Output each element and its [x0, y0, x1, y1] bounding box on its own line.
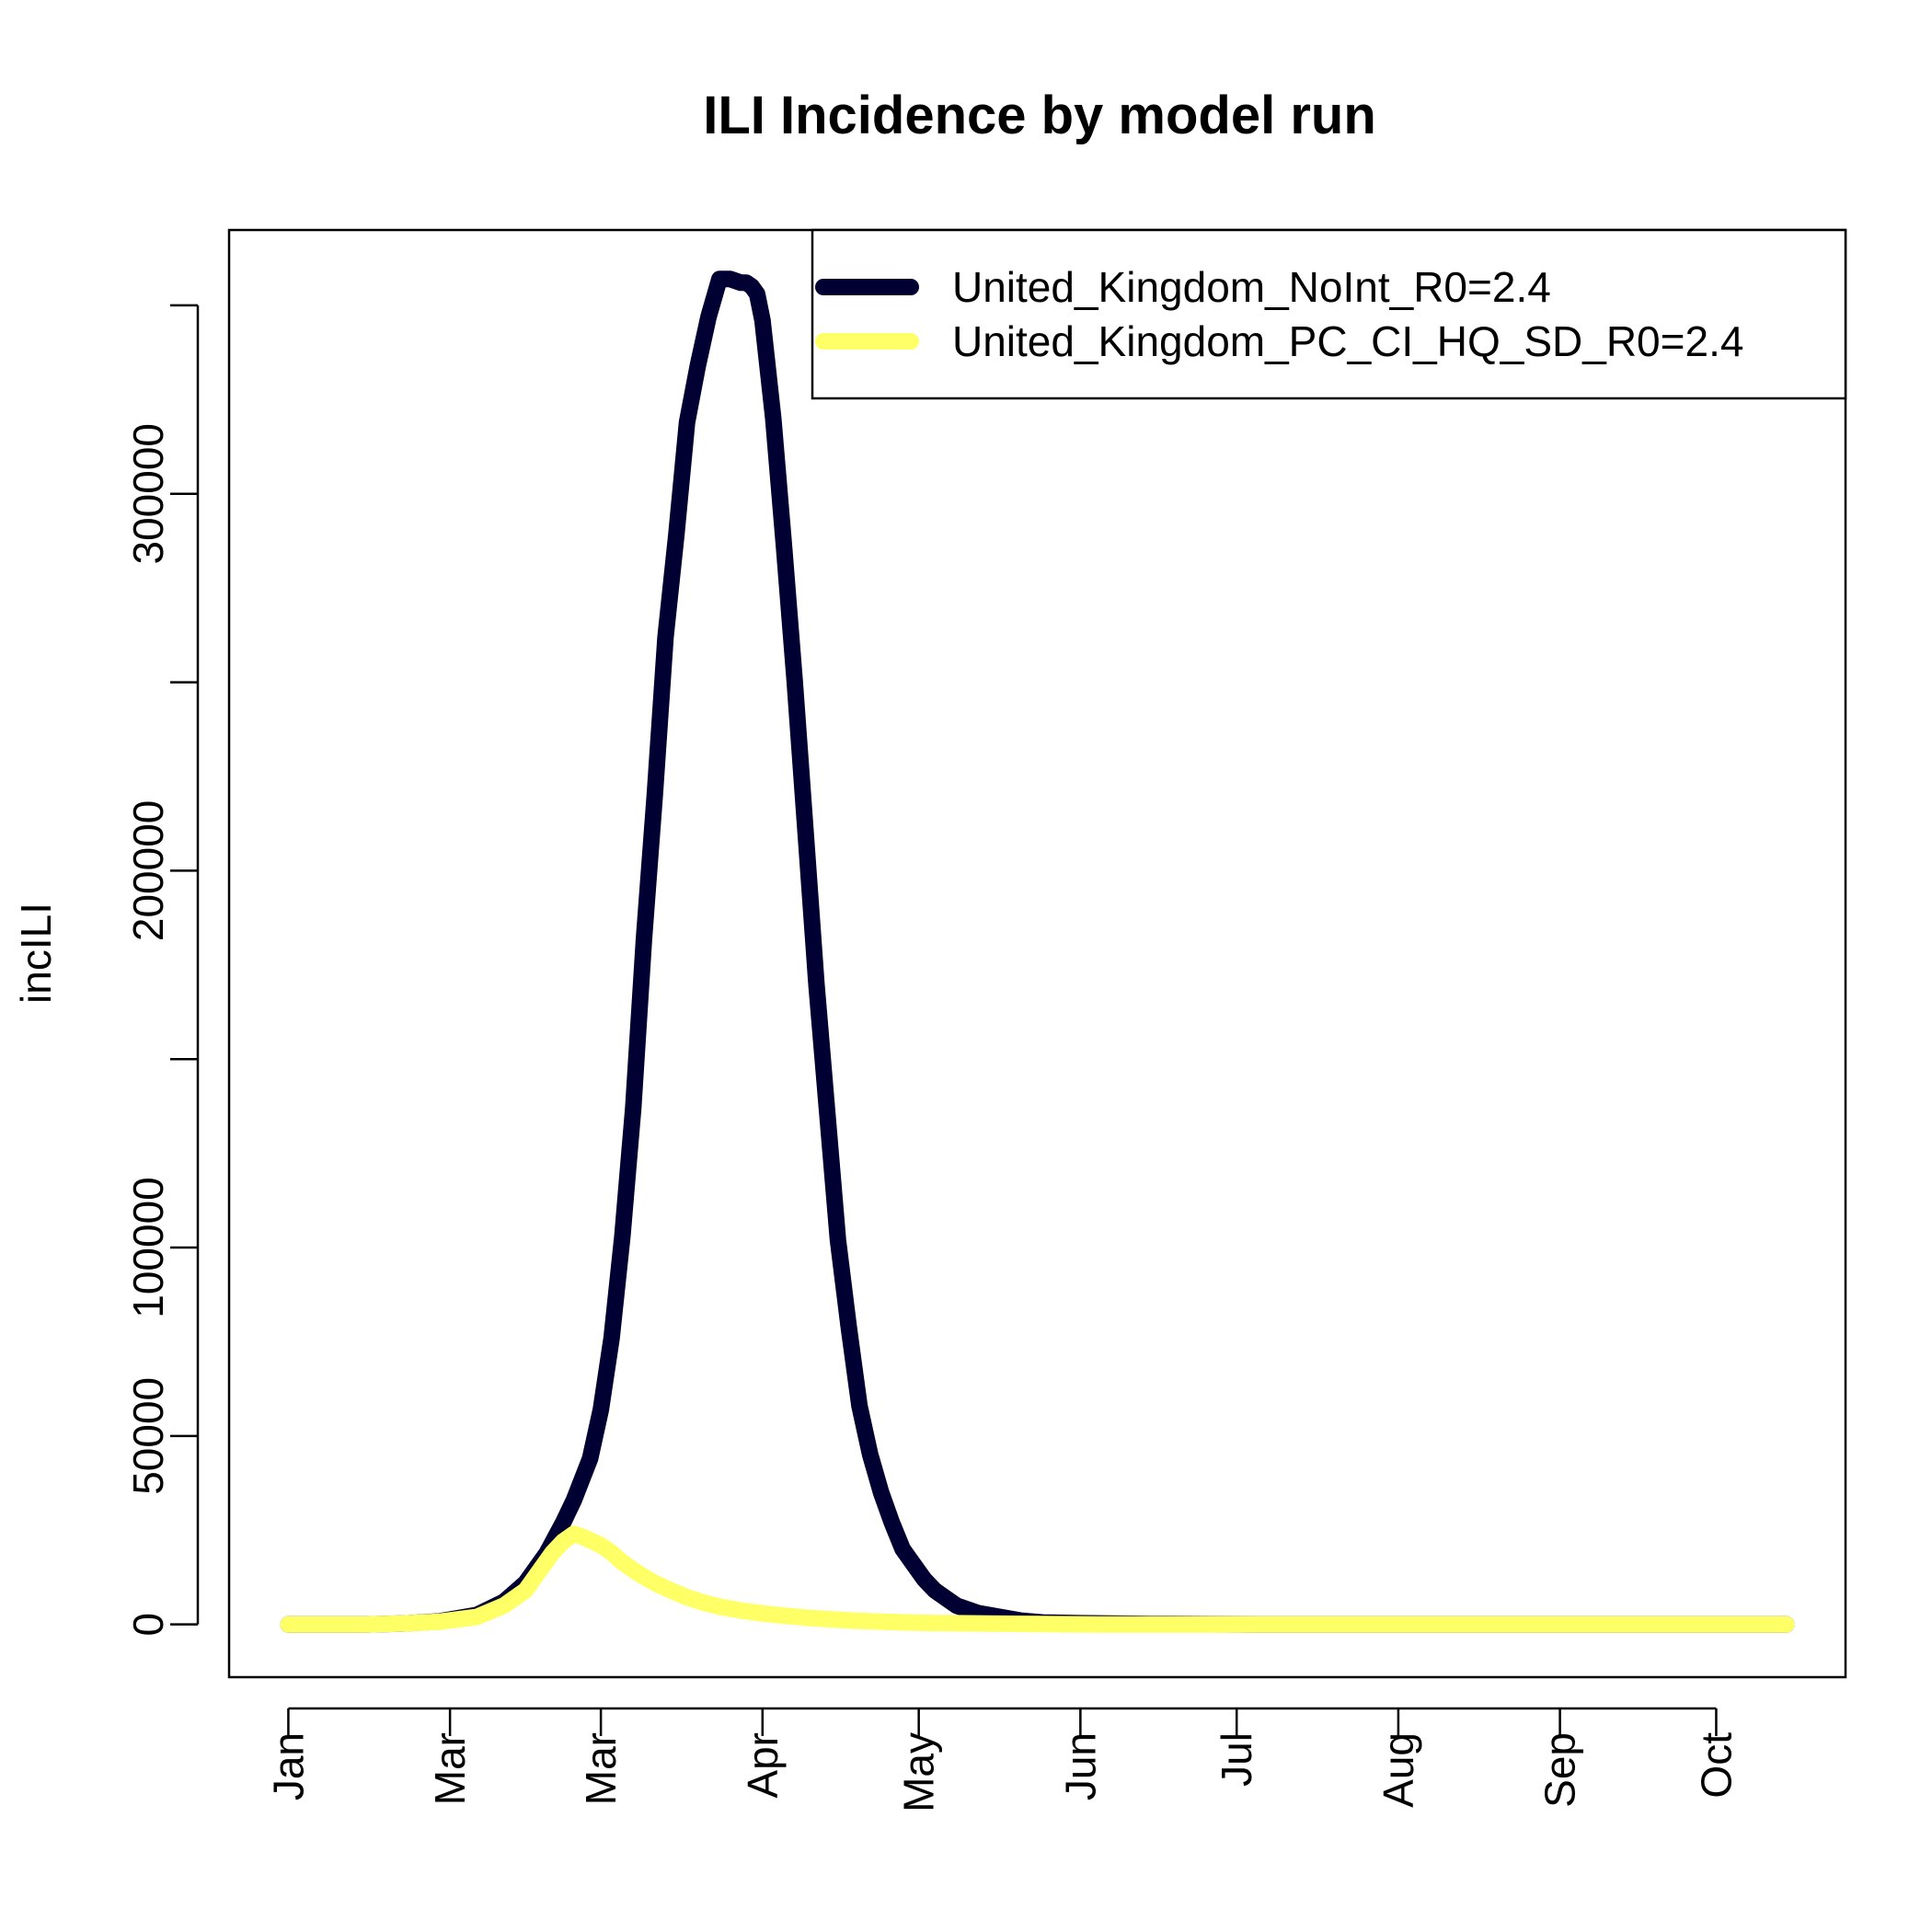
y-tick-label: 200000	[124, 800, 172, 942]
x-tick-label: Jul	[1213, 1732, 1260, 1787]
x-tick-label: Oct	[1692, 1732, 1740, 1799]
y-tick-label: 0	[124, 1613, 172, 1637]
legend-label-nointervention: United_Kingdom_NoInt_R0=2.4	[952, 263, 1551, 311]
x-tick-label: Jun	[1056, 1732, 1104, 1800]
x-tick-label: Aug	[1374, 1732, 1422, 1808]
x-tick-label: Apr	[739, 1732, 787, 1799]
chart-title: ILI Incidence by model run	[703, 86, 1376, 145]
plot-area	[227, 228, 1847, 1679]
x-tick-label: May	[895, 1732, 943, 1812]
legend-label-intervention: United_Kingdom_PC_CI_HQ_SD_R0=2.4	[952, 317, 1743, 365]
series-line-intervention	[280, 1525, 1795, 1633]
y-tick-label: 100000	[124, 1177, 172, 1318]
y-axis-title: incILI	[12, 903, 60, 1004]
legend-box	[811, 228, 1847, 400]
series-line-nointervention	[280, 270, 1795, 1633]
x-axis: Jan Mar Mar Apr May Jun Jul Aug Sep Oct	[264, 1707, 1740, 1812]
y-tick-label: 50000	[124, 1377, 172, 1495]
series-layer	[280, 270, 1795, 1633]
legend: United_Kingdom_NoInt_R0=2.4 United_Kingd…	[811, 228, 1847, 400]
y-tick-label: 300000	[124, 423, 172, 565]
x-tick-label: Sep	[1536, 1732, 1584, 1808]
x-tick-label: Jan	[264, 1732, 312, 1800]
x-tick-label: Mar	[426, 1732, 474, 1805]
y-axis: 0 50000 100000 200000 300000	[124, 304, 200, 1637]
x-tick-label: Mar	[577, 1732, 625, 1805]
